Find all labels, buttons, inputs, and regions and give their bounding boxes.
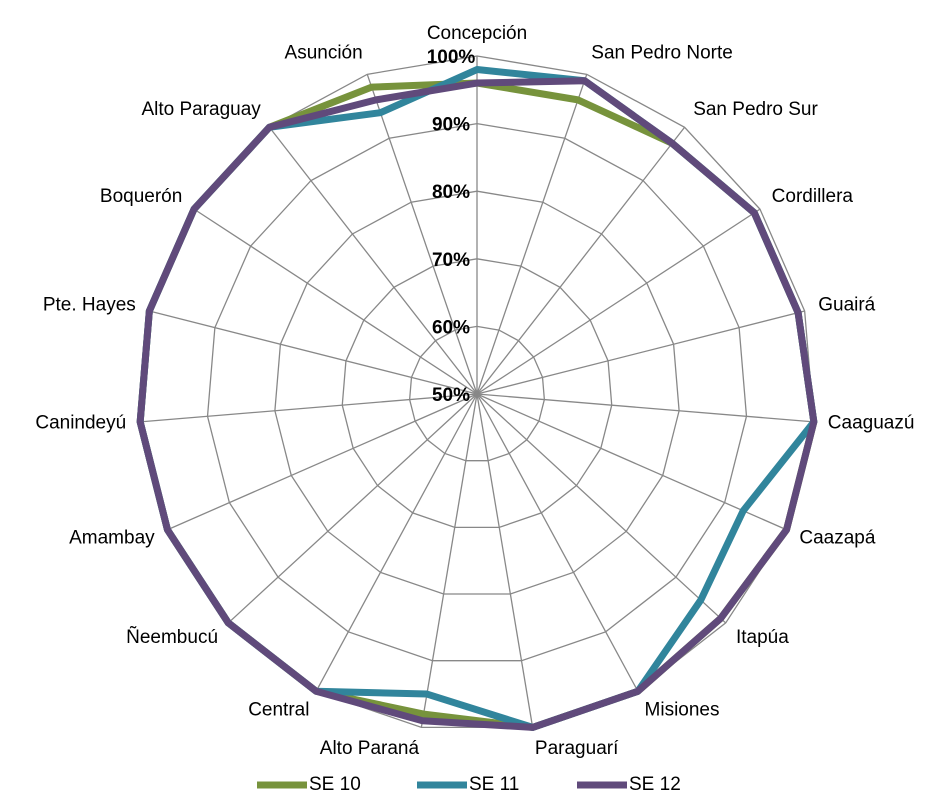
category-label: Boquerón: [100, 186, 182, 207]
legend-label: SE 11: [469, 774, 519, 795]
category-label: Misiones: [645, 700, 720, 721]
category-label: Concepción: [427, 23, 527, 44]
legend-label: SE 10: [309, 774, 361, 795]
spoke: [227, 393, 478, 624]
category-label: Central: [248, 700, 309, 721]
category-label: Alto Paraná: [320, 738, 420, 759]
spoke: [476, 126, 686, 395]
category-label: Cordillera: [772, 186, 854, 207]
spoke: [476, 393, 814, 423]
spoke: [476, 393, 639, 692]
category-label: San Pedro Norte: [591, 43, 733, 64]
legend-label: SE 12: [629, 774, 681, 795]
spoke: [476, 310, 805, 395]
spoke: [476, 393, 727, 624]
category-label: Amambay: [69, 528, 155, 549]
grid-ring: [206, 122, 748, 662]
spoke: [149, 310, 478, 395]
category-label: Ñeembucú: [126, 626, 218, 648]
y-tick-label: 100%: [427, 47, 476, 68]
grid-ring: [274, 190, 680, 595]
spoke: [476, 208, 761, 395]
y-tick-label: 80%: [432, 182, 470, 203]
spoke: [476, 393, 534, 728]
category-label: Alto Paraguay: [141, 99, 261, 120]
grid-ring: [341, 258, 613, 529]
y-tick-label: 50%: [432, 385, 470, 406]
y-tick-label: 70%: [432, 250, 470, 271]
category-label: Itapúa: [736, 627, 789, 648]
category-label: Asunción: [285, 43, 363, 64]
spoke: [476, 393, 787, 531]
category-label: Caazapá: [799, 528, 875, 549]
spoke: [193, 208, 478, 395]
grid-ring: [408, 325, 546, 462]
spoke: [268, 126, 478, 395]
spoke: [167, 393, 478, 531]
y-tick-label: 60%: [432, 317, 470, 338]
category-label: Guairá: [818, 295, 875, 316]
category-label: San Pedro Sur: [693, 99, 818, 120]
spoke: [420, 393, 478, 728]
spoke: [315, 393, 478, 692]
category-label: Canindeyú: [35, 413, 126, 434]
series-line: [136, 77, 818, 731]
spoke: [476, 74, 588, 395]
category-label: Caaguazú: [828, 413, 915, 434]
spoke: [140, 393, 478, 423]
category-label: Paraguarí: [535, 738, 619, 759]
y-tick-label: 90%: [432, 115, 470, 136]
spoke: [366, 74, 478, 395]
category-label: Pte. Hayes: [43, 295, 136, 316]
